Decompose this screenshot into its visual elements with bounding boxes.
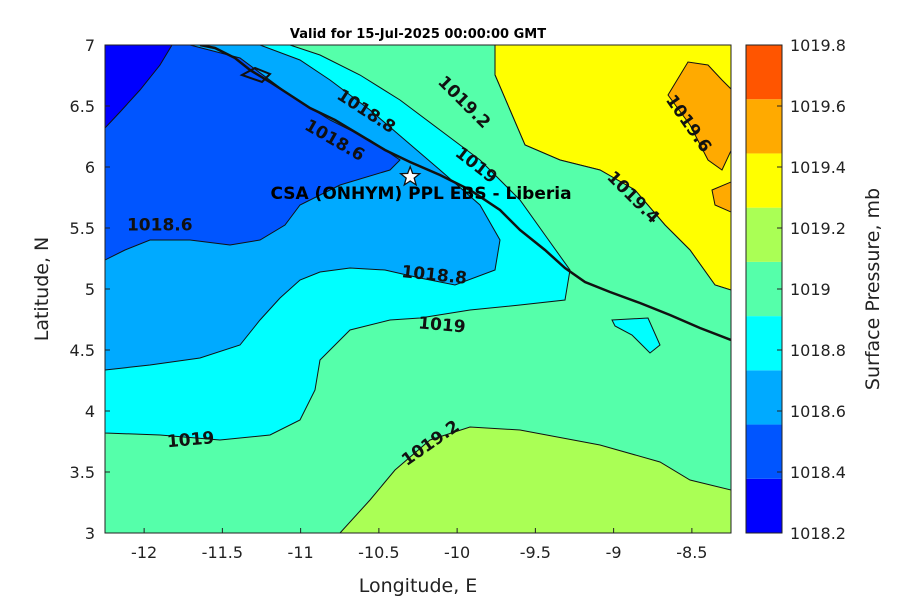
y-tick-label: 5.5 <box>70 219 95 238</box>
contour-label: 1019 <box>417 313 466 337</box>
y-tick-label: 3.5 <box>70 463 95 482</box>
y-tick-label: 6 <box>85 158 95 177</box>
colorbar-tick-label: 1019 <box>790 280 831 299</box>
site-label: CSA (ONHYM) PPL EBS - Liberia <box>270 184 571 204</box>
contour-map <box>105 45 731 533</box>
y-tick-label: 3 <box>85 524 95 543</box>
x-tick-label: -9 <box>606 543 622 562</box>
colorbar-swatch <box>746 370 782 425</box>
map-title: Valid for 15-Jul-2025 00:00:00 GMT <box>290 27 546 42</box>
y-axis-ticks: 7 6.5 6 5.5 5 4.5 4 3.5 3 <box>70 36 110 543</box>
colorbar-tick-label: 1019.6 <box>790 97 846 116</box>
band-1019.4-1019.6-east <box>711 181 731 213</box>
colorbar-tick-label: 1018.4 <box>790 463 846 482</box>
y-tick-label: 4.5 <box>70 341 95 360</box>
x-tick-label: -12 <box>131 543 157 562</box>
band-below-1018.2 <box>105 45 173 129</box>
contour-label: 1018.6 <box>127 215 193 235</box>
x-tick-label: -10 <box>444 543 470 562</box>
y-axis-label: Latitude, N <box>31 237 53 342</box>
x-tick-label: -8.5 <box>676 543 707 562</box>
colorbar-swatch <box>746 153 782 208</box>
colorbar-tick-label: 1018.8 <box>790 341 846 360</box>
contour-label: 1019 <box>166 428 215 452</box>
x-tick-label: -9.5 <box>520 543 551 562</box>
colorbar-swatch <box>746 424 782 479</box>
colorbar-swatch <box>746 261 782 317</box>
band-1018.6-1018.8-islet <box>611 317 661 354</box>
coastline <box>199 45 731 342</box>
colorbar-swatch <box>746 45 782 100</box>
colorbar-swatch <box>746 99 782 154</box>
colorbar-swatch <box>746 316 782 371</box>
colorbar-tick-label: 1019.2 <box>790 219 846 238</box>
colorbar-tick-label: 1018.2 <box>790 524 846 543</box>
site-marker: CSA (ONHYM) PPL EBS - Liberia <box>270 164 572 204</box>
colorbar-tick-label: 1019.8 <box>790 36 846 55</box>
colorbar-label: Surface Pressure, mb <box>862 188 884 390</box>
y-tick-label: 6.5 <box>70 97 95 116</box>
x-tick-label: -10.5 <box>358 543 399 562</box>
x-axis-label: Longitude, E <box>359 575 478 597</box>
x-tick-label: -11.5 <box>202 543 243 562</box>
colorbar-swatch <box>746 207 782 262</box>
band-1019.4-1019.6 <box>667 61 731 171</box>
star-icon <box>398 164 422 187</box>
x-axis-ticks: -12 -11.5 -11 -10.5 -10 -9.5 -9 -8.5 <box>131 528 707 562</box>
y-tick-label: 5 <box>85 280 95 299</box>
coastal-lagoon <box>239 66 272 84</box>
y-tick-label: 4 <box>85 402 95 421</box>
y-tick-label: 7 <box>85 36 95 55</box>
x-tick-label: -11 <box>288 543 314 562</box>
colorbar-tick-label: 1018.6 <box>790 402 846 421</box>
colorbar-swatch <box>746 478 782 533</box>
colorbar: 1018.2 1018.4 1018.6 1018.8 1019 1019.2 1019.4… <box>745 36 846 543</box>
colorbar-tick-label: 1019.4 <box>790 158 846 177</box>
